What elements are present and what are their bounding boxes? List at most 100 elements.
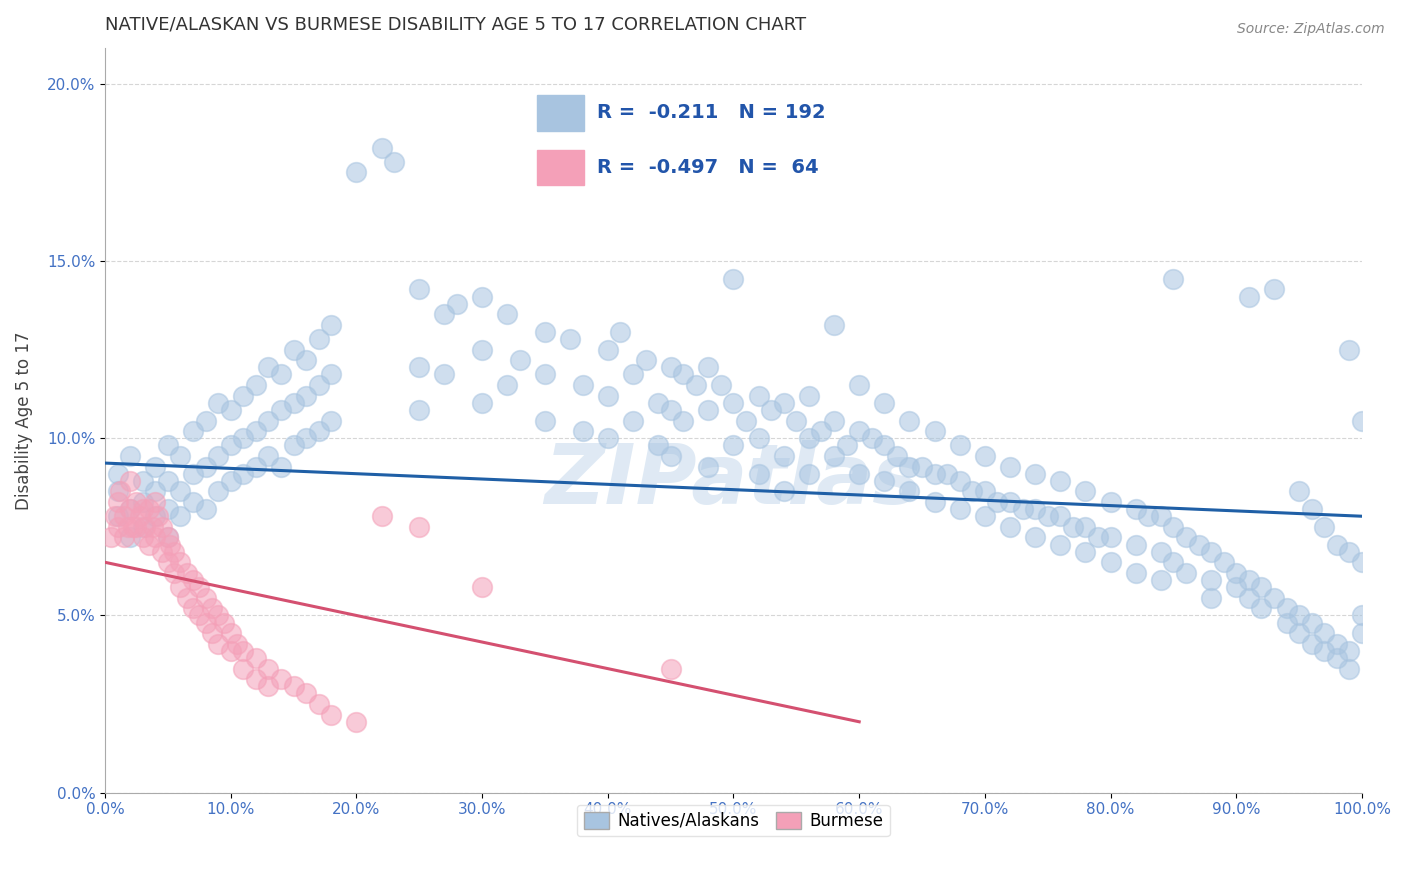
Point [471,343,494,357]
Point [911,459,934,474]
Point [1313,644,1336,658]
Point [226,637,249,651]
Point [181,467,204,481]
Point [370,141,392,155]
Point [1062,520,1084,534]
Point [835,438,858,452]
Point [1024,502,1046,516]
Point [924,467,946,481]
Point [1237,289,1260,303]
Point [1011,502,1033,516]
Point [1125,566,1147,580]
Point [181,424,204,438]
Point [245,672,267,686]
Point [283,679,305,693]
Point [169,580,191,594]
Point [156,531,179,545]
Point [723,272,745,286]
Point [659,662,682,676]
Point [797,467,820,481]
Point [1351,555,1374,569]
Point [973,509,995,524]
Point [107,495,129,509]
Point [1150,544,1173,558]
Point [1250,601,1272,615]
Point [634,353,657,368]
Point [146,509,169,524]
Point [1326,538,1348,552]
Point [1339,662,1361,676]
Point [156,438,179,452]
Point [898,459,921,474]
Point [1326,651,1348,665]
Point [257,662,280,676]
Point [143,531,166,545]
Point [509,353,531,368]
Point [321,318,343,332]
Point [1339,343,1361,357]
Point [308,378,330,392]
Point [188,608,211,623]
Text: Source: ZipAtlas.com: Source: ZipAtlas.com [1237,22,1385,37]
Point [735,413,758,427]
Point [596,389,619,403]
Point [621,413,644,427]
Point [257,679,280,693]
Point [1288,626,1310,640]
Point [120,502,142,516]
Point [1313,520,1336,534]
Point [194,413,217,427]
Point [848,467,870,481]
Point [1263,591,1285,605]
Point [207,608,229,623]
Point [219,474,242,488]
Point [107,484,129,499]
Point [1049,474,1071,488]
Point [295,431,318,445]
Point [1225,580,1247,594]
Point [659,449,682,463]
Point [998,495,1021,509]
Point [1199,544,1222,558]
Point [596,343,619,357]
Point [143,459,166,474]
Point [1351,608,1374,623]
Point [156,531,179,545]
Point [898,484,921,499]
Point [1175,566,1198,580]
Point [257,360,280,375]
Point [672,413,695,427]
Point [382,154,405,169]
Point [107,467,129,481]
Point [558,332,581,346]
Point [823,449,845,463]
Point [672,368,695,382]
Point [1351,626,1374,640]
Point [1288,608,1310,623]
Point [848,424,870,438]
Point [245,459,267,474]
Point [156,555,179,569]
Point [219,626,242,640]
Point [1150,509,1173,524]
Point [112,509,135,524]
Point [1137,509,1160,524]
Point [270,403,292,417]
Point [194,615,217,630]
Point [108,484,131,499]
Point [207,396,229,410]
Point [156,502,179,516]
Point [295,686,318,700]
Point [772,484,794,499]
Point [245,424,267,438]
Point [433,368,456,382]
Point [748,431,770,445]
Point [1125,502,1147,516]
Point [534,368,557,382]
Point [873,474,896,488]
Point [924,424,946,438]
Point [143,484,166,499]
Point [1326,637,1348,651]
Point [1263,282,1285,296]
Point [270,459,292,474]
